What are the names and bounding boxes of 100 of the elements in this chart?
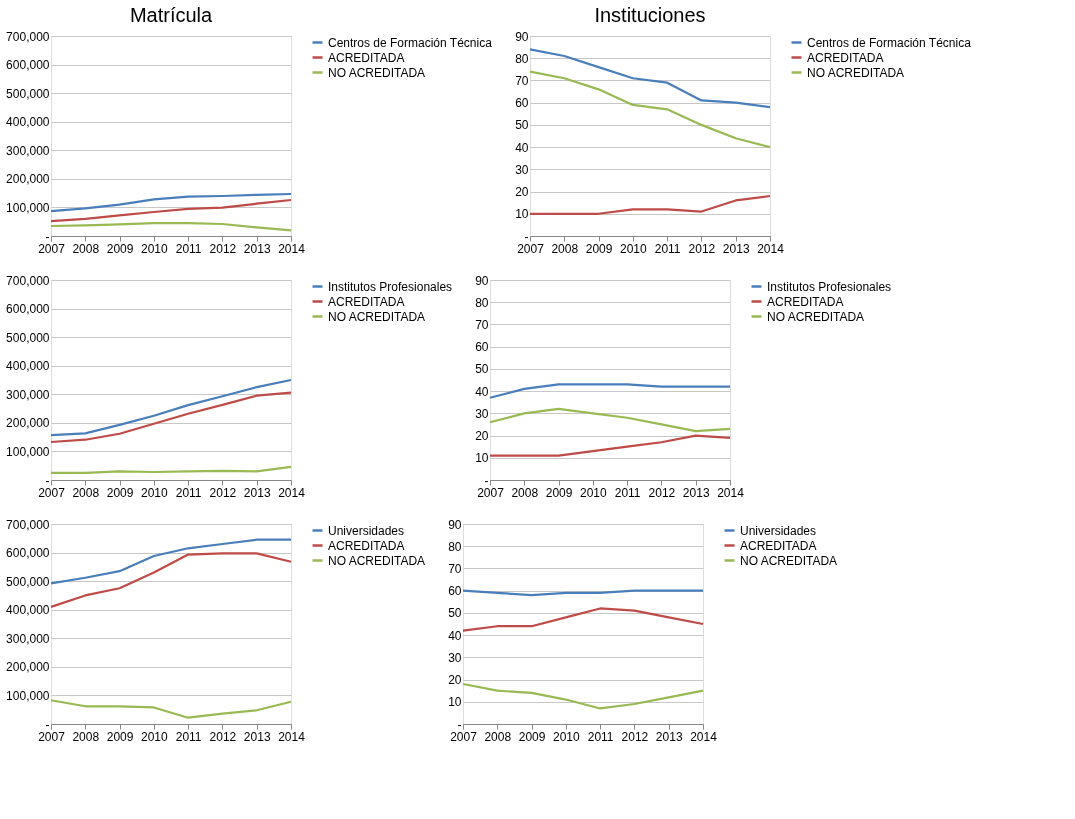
line-series xyxy=(49,552,293,608)
y-tick-label: 400,000 xyxy=(6,115,50,130)
line-series xyxy=(488,407,732,433)
line-series xyxy=(49,699,293,719)
x-tick-label: 2010 xyxy=(141,729,169,744)
legend-label: ACREDITADA xyxy=(328,50,405,65)
x-tick-label: 2011 xyxy=(654,241,681,256)
y-tick-label: 500,000 xyxy=(6,86,50,101)
x-tick-label: 2012 xyxy=(209,241,237,256)
y-tick-label: 500,000 xyxy=(6,574,50,589)
line-series xyxy=(49,538,293,585)
legend-label: ACREDITADA xyxy=(328,294,405,309)
legend-label: NO ACREDITADA xyxy=(740,553,838,568)
y-tick-label: 80 xyxy=(515,51,529,66)
x-tick-label: 2011 xyxy=(175,485,202,500)
x-tick-label: 2014 xyxy=(278,241,306,256)
line-series xyxy=(49,222,293,232)
legend-label: NO ACREDITADA xyxy=(767,309,865,324)
x-tick-label: 2010 xyxy=(141,241,169,256)
legend-label: NO ACREDITADA xyxy=(328,65,426,80)
x-tick-label: 2010 xyxy=(553,729,581,744)
x-tick-label: 2008 xyxy=(72,729,100,744)
x-tick-label: 2011 xyxy=(614,485,641,500)
x-tick-label: 2008 xyxy=(484,729,512,744)
x-tick-label: 2008 xyxy=(72,485,100,500)
legend-label: Universidades xyxy=(328,523,405,538)
legend-label: ACREDITADA xyxy=(807,50,884,65)
line-series xyxy=(49,378,293,437)
legend-label: NO ACREDITADA xyxy=(328,309,426,324)
y-tick-label: 400,000 xyxy=(6,603,50,618)
line-series xyxy=(528,70,772,149)
x-tick-label: 2007 xyxy=(38,241,66,256)
y-tick-label: - xyxy=(457,717,462,732)
x-tick-label: 2009 xyxy=(106,485,134,500)
y-tick-label: 30 xyxy=(515,162,529,177)
x-tick-label: 2008 xyxy=(551,241,579,256)
y-tick-label: 700,000 xyxy=(6,29,50,44)
x-tick-label: 2009 xyxy=(106,729,134,744)
chart-title: Instituciones xyxy=(594,4,706,26)
x-tick-label: 2008 xyxy=(72,241,100,256)
y-tick-label: 600,000 xyxy=(6,302,50,317)
y-tick-label: 600,000 xyxy=(6,546,50,561)
x-tick-label: 2012 xyxy=(621,729,649,744)
line-series xyxy=(528,194,772,215)
x-tick-label: 2013 xyxy=(682,485,710,500)
y-tick-label: 200,000 xyxy=(6,172,50,187)
y-tick-label: 80 xyxy=(475,295,489,310)
y-tick-label: 50 xyxy=(448,606,462,621)
legend-label: Centros de Formación Técnica xyxy=(807,35,972,50)
x-tick-label: 2013 xyxy=(243,485,271,500)
y-tick-label: 10 xyxy=(515,207,529,222)
x-tick-label: 2014 xyxy=(717,485,745,500)
y-tick-label: 100,000 xyxy=(6,444,50,459)
x-tick-label: 2011 xyxy=(175,729,202,744)
y-tick-label: 200,000 xyxy=(6,416,50,431)
legend-label: ACREDITADA xyxy=(767,294,844,309)
x-tick-label: 2012 xyxy=(688,241,716,256)
y-tick-label: 70 xyxy=(515,73,529,88)
legend-label: Institutos Profesionales xyxy=(767,279,892,294)
y-tick-label: 70 xyxy=(475,317,489,332)
y-tick-label: 80 xyxy=(448,539,462,554)
y-tick-label: 90 xyxy=(515,29,529,44)
x-tick-label: 2010 xyxy=(620,241,648,256)
y-tick-label: 60 xyxy=(448,584,462,599)
y-tick-label: 500,000 xyxy=(6,330,50,345)
y-tick-label: 20 xyxy=(448,673,462,688)
y-tick-label: 60 xyxy=(475,340,489,355)
x-tick-label: 2010 xyxy=(141,485,169,500)
legend-label: Universidades xyxy=(740,523,817,538)
x-tick-label: 2009 xyxy=(106,241,134,256)
x-tick-label: 2007 xyxy=(38,729,66,744)
x-tick-label: 2007 xyxy=(517,241,545,256)
y-tick-label: - xyxy=(45,229,50,244)
line-series xyxy=(528,48,772,109)
x-tick-label: 2014 xyxy=(278,485,306,500)
y-tick-label: 400,000 xyxy=(6,359,50,374)
legend-label: NO ACREDITADA xyxy=(328,553,426,568)
legend-label: Institutos Profesionales xyxy=(328,279,453,294)
y-tick-label: 600,000 xyxy=(6,58,50,73)
line-series xyxy=(461,682,705,710)
x-tick-label: 2011 xyxy=(587,729,614,744)
y-tick-label: 50 xyxy=(515,118,529,133)
y-tick-label: - xyxy=(45,717,50,732)
legend-label: ACREDITADA xyxy=(740,538,817,553)
y-tick-label: 10 xyxy=(448,695,462,710)
x-tick-label: 2007 xyxy=(477,485,505,500)
x-tick-label: 2009 xyxy=(585,241,613,256)
y-tick-label: 100,000 xyxy=(6,200,50,215)
y-tick-label: 20 xyxy=(475,429,489,444)
x-tick-label: 2013 xyxy=(243,729,271,744)
x-tick-label: 2014 xyxy=(278,729,306,744)
x-tick-label: 2009 xyxy=(545,485,573,500)
x-tick-label: 2010 xyxy=(580,485,608,500)
y-tick-label: 30 xyxy=(475,406,489,421)
x-tick-label: 2013 xyxy=(722,241,750,256)
y-tick-label: 100,000 xyxy=(6,688,50,703)
y-tick-label: - xyxy=(484,473,489,488)
y-tick-label: 10 xyxy=(475,451,489,466)
x-tick-label: 2013 xyxy=(655,729,683,744)
y-tick-label: 40 xyxy=(475,384,489,399)
